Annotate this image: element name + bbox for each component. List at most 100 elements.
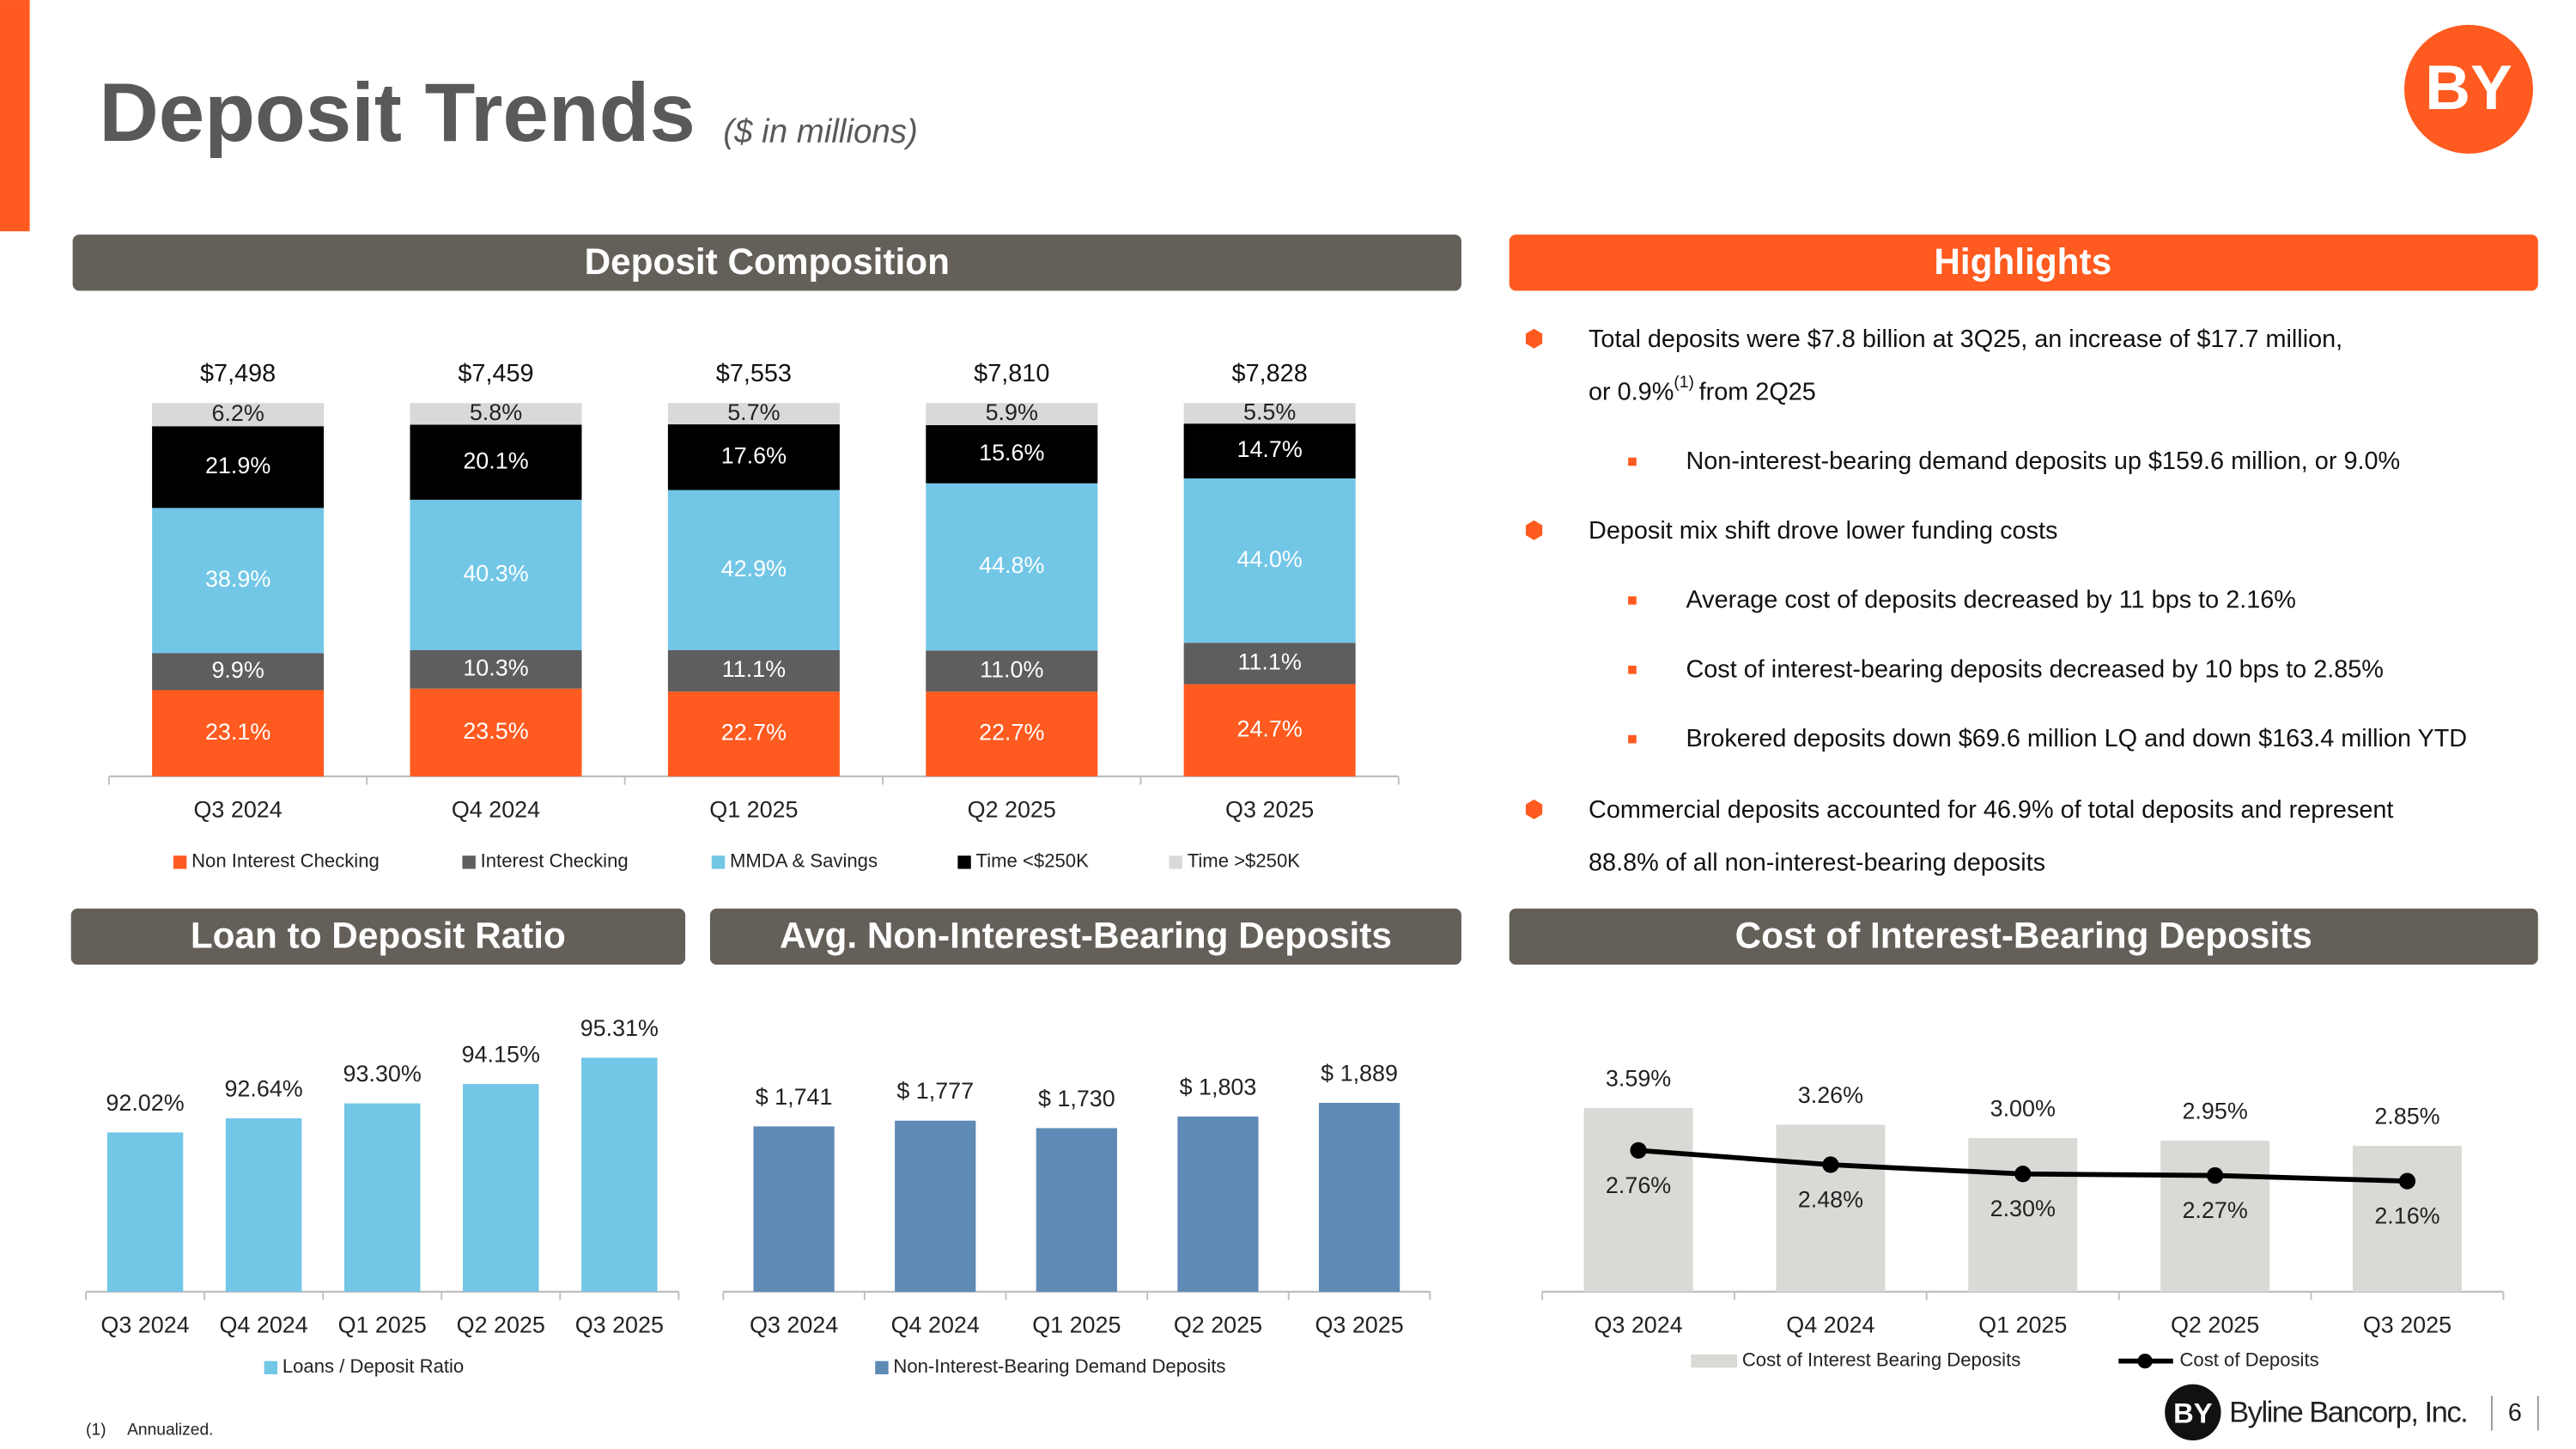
bar [1583,1107,1693,1292]
highlight-text: or 0.9% [1589,378,1674,405]
bar-segment [926,483,1098,651]
bar-segment [667,403,840,425]
data-label: 11.0% [980,656,1043,682]
line-marker [2207,1166,2224,1184]
footnote-marker: (1) [86,1422,106,1440]
data-label: 92.02% [106,1090,184,1116]
bar-segment [1183,423,1356,479]
bar-segment [926,403,1098,425]
bullet [1525,520,1543,540]
data-label: 93.30% [343,1061,422,1087]
highlight-text: Brokered deposits down $69.6 million LQ … [1686,725,2467,752]
bar-segment [410,403,582,425]
bar [106,1132,184,1292]
legend-label: Time <$250K [976,850,1090,872]
bar [463,1084,539,1292]
data-label: 15.6% [979,440,1044,466]
sub-bullet [1628,734,1637,744]
legend-swatch [711,855,726,869]
data-label: 40.3% [463,561,528,587]
data-label: 42.9% [721,556,787,581]
x-tick-label: Q4 2024 [891,1312,980,1337]
highlight-text: from 2Q25 [1699,378,1816,405]
bullet [1525,799,1543,819]
data-label: 6.2% [211,400,264,426]
data-label: 5.8% [470,399,522,425]
total-label: $7,553 [716,360,792,387]
data-label: 11.1% [1238,649,1302,675]
x-tick-label: Q3 2024 [1594,1312,1682,1337]
data-label: $ 1,777 [896,1078,974,1104]
bar-segment [926,691,1098,776]
data-label: 14.7% [1237,436,1303,462]
data-label: 38.9% [205,566,270,592]
data-label: $ 1,730 [1038,1086,1115,1111]
data-label: 21.9% [205,453,270,478]
data-label: 24.7% [1237,715,1303,741]
x-tick-label: Q2 2025 [1174,1312,1262,1337]
x-tick-label: Q3 2025 [575,1312,664,1337]
footnote-ref: (1) [1674,374,1694,392]
bar-segment [152,653,325,691]
highlights-header [1509,234,2538,291]
logo-text: BY [2425,53,2512,123]
bar [1968,1138,2078,1292]
data-label: 92.64% [224,1075,302,1101]
data-label: 2.16% [2374,1203,2439,1229]
x-tick-label: Q1 2025 [709,796,798,822]
legend-label: Non-Interest-Bearing Demand Deposits [893,1355,1225,1377]
data-label: 17.6% [721,442,787,468]
total-label: $7,810 [974,360,1049,387]
legend-label: MMDA & Savings [730,850,878,872]
x-tick-label: Q1 2025 [1978,1312,2067,1337]
legend-swatch [1169,855,1182,869]
x-tick-label: Q2 2025 [968,796,1056,822]
data-label: 20.1% [463,447,528,473]
data-label: 22.7% [721,720,787,746]
bar [581,1057,658,1292]
data-label: 2.27% [2182,1197,2247,1223]
data-label: 44.0% [1237,546,1303,572]
bar-segment [410,649,582,689]
bar-segment [667,424,840,490]
data-label: 5.7% [727,399,780,425]
highlight-text: 88.8% of all non-interest-bearing deposi… [1589,849,2045,876]
bar [1776,1124,1886,1292]
data-label: 2.48% [1798,1186,1863,1212]
highlight-text: or 0.9%(1) from 2Q25 [1589,374,1816,405]
x-tick-label: Q1 2025 [1032,1312,1121,1337]
bar-segment [1183,403,1356,424]
line-marker [2014,1166,2032,1183]
bar-segment [667,649,840,692]
bar [1177,1116,1259,1292]
data-label: 23.5% [463,718,528,744]
sub-bullet [1628,596,1637,605]
data-label: 94.15% [462,1042,540,1068]
bar-segment [410,499,582,650]
bar-segment [152,508,325,654]
data-label: 5.9% [986,399,1038,425]
x-tick-label: Q3 2025 [1315,1312,1403,1337]
bar [2353,1145,2462,1292]
section-header [709,908,1461,965]
data-label: 3.00% [1990,1095,2056,1121]
bar-segment [926,424,1098,484]
legend-swatch [957,855,971,869]
bar-segment [152,690,325,776]
bar [2160,1141,2270,1292]
data-label: 44.8% [979,552,1044,578]
total-label: $7,828 [1232,360,1308,387]
section-header [1509,908,2538,965]
data-label: $ 1,889 [1321,1060,1398,1086]
legend-label: Cost of Deposits [2179,1349,2318,1370]
section-header [70,908,686,965]
bar [1036,1128,1117,1292]
highlight-text: Deposit mix shift drove lower funding co… [1589,517,2057,545]
page-number: 6 [2508,1399,2522,1427]
section-title: Loan to Deposit Ratio [191,916,566,956]
legend-swatch [462,855,476,869]
legend-swatch [173,855,187,869]
data-label: 2.85% [2374,1103,2439,1129]
section-title: Avg. Non-Interest-Bearing Deposits [780,916,1392,956]
